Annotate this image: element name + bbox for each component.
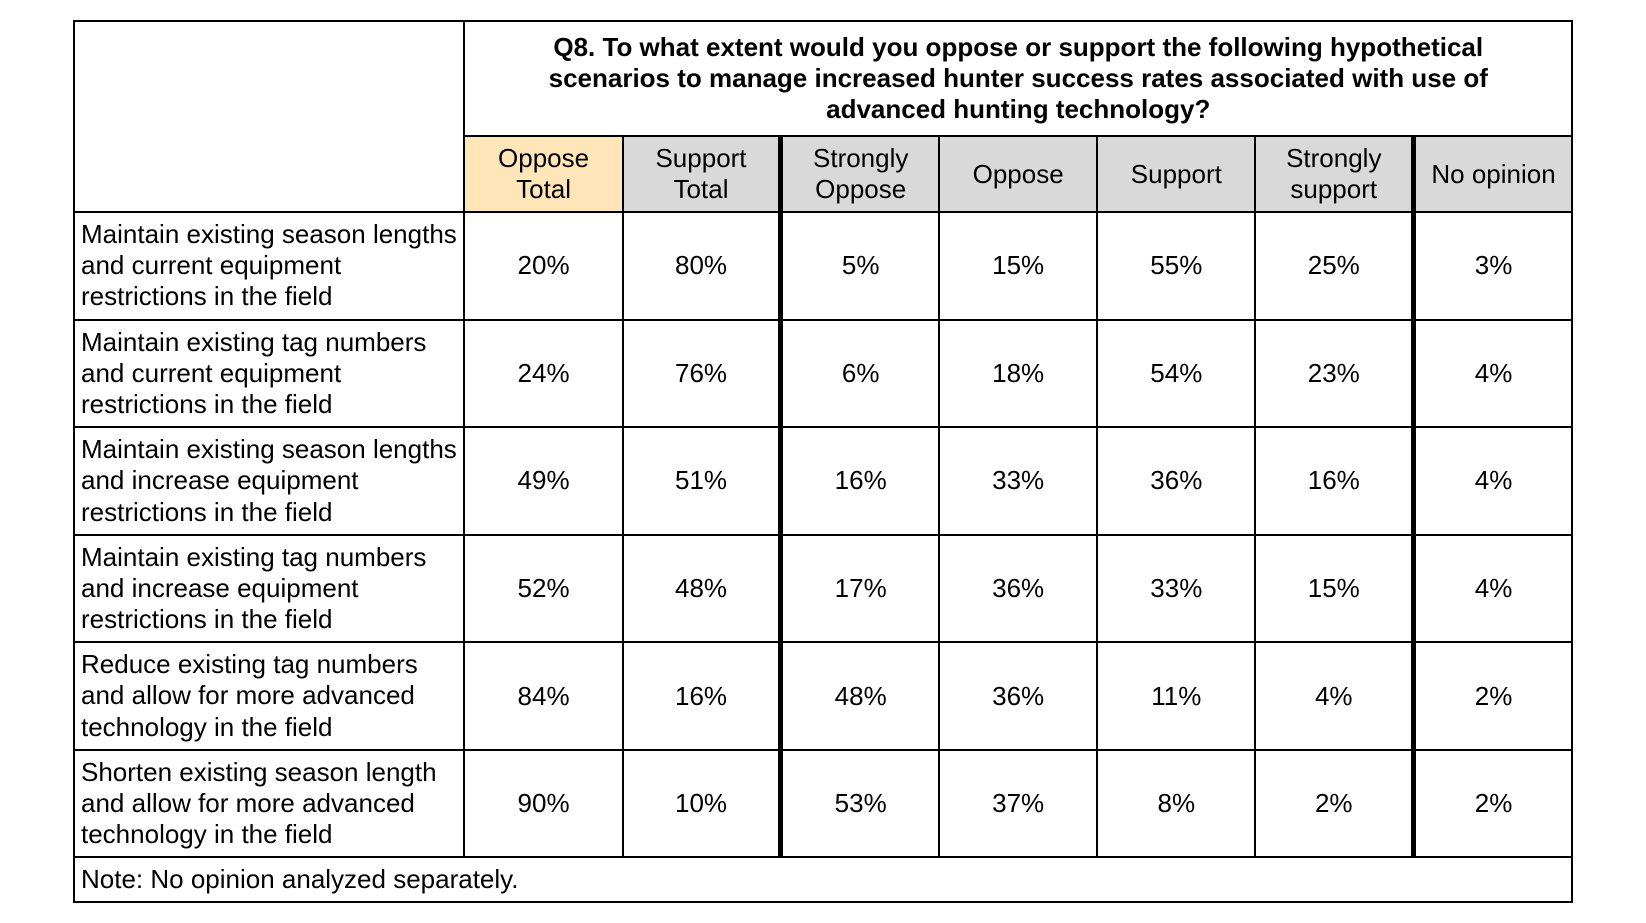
table-body: Maintain existing season lengths and cur… (74, 212, 1572, 857)
table-note: Note: No opinion analyzed separately. (74, 857, 1572, 902)
table-row: Maintain existing season lengths and inc… (74, 427, 1572, 535)
data-cell: 16% (781, 427, 939, 535)
column-header: Strongly support (1255, 136, 1413, 212)
column-header: No opinion (1414, 136, 1572, 212)
header-empty-corner (74, 21, 464, 212)
data-cell: 10% (623, 750, 781, 858)
data-cell: 36% (939, 535, 1097, 643)
table-header: Q8. To what extent would you oppose or s… (74, 21, 1572, 212)
data-cell: 5% (781, 212, 939, 320)
row-label: Maintain existing season lengths and cur… (74, 212, 464, 320)
data-cell: 76% (623, 320, 781, 428)
data-cell: 2% (1414, 642, 1572, 750)
data-cell: 3% (1414, 212, 1572, 320)
data-cell: 6% (781, 320, 939, 428)
data-cell: 4% (1414, 427, 1572, 535)
table-title: Q8. To what extent would you oppose or s… (464, 21, 1572, 136)
table-row: Shorten existing season length and allow… (74, 750, 1572, 858)
data-cell: 52% (464, 535, 622, 643)
data-cell: 15% (939, 212, 1097, 320)
column-header: Oppose (939, 136, 1097, 212)
data-cell: 51% (623, 427, 781, 535)
data-cell: 16% (1255, 427, 1413, 535)
data-cell: 2% (1414, 750, 1572, 858)
data-cell: 24% (464, 320, 622, 428)
row-label: Reduce existing tag numbers and allow fo… (74, 642, 464, 750)
data-cell: 36% (939, 642, 1097, 750)
data-cell: 37% (939, 750, 1097, 858)
row-label: Shorten existing season length and allow… (74, 750, 464, 858)
data-cell: 16% (623, 642, 781, 750)
column-header: Support Total (623, 136, 781, 212)
data-cell: 33% (939, 427, 1097, 535)
data-cell: 48% (623, 535, 781, 643)
data-cell: 36% (1097, 427, 1255, 535)
column-header: Oppose Total (464, 136, 622, 212)
data-cell: 54% (1097, 320, 1255, 428)
table-row: Maintain existing tag numbers and increa… (74, 535, 1572, 643)
row-label: Maintain existing tag numbers and increa… (74, 535, 464, 643)
data-cell: 80% (623, 212, 781, 320)
row-label: Maintain existing season lengths and inc… (74, 427, 464, 535)
data-cell: 84% (464, 642, 622, 750)
column-header: Strongly Oppose (781, 136, 939, 212)
data-cell: 90% (464, 750, 622, 858)
data-cell: 25% (1255, 212, 1413, 320)
data-cell: 11% (1097, 642, 1255, 750)
row-label: Maintain existing tag numbers and curren… (74, 320, 464, 428)
data-cell: 4% (1414, 320, 1572, 428)
data-cell: 17% (781, 535, 939, 643)
data-cell: 18% (939, 320, 1097, 428)
data-cell: 2% (1255, 750, 1413, 858)
data-cell: 33% (1097, 535, 1255, 643)
data-cell: 8% (1097, 750, 1255, 858)
table-row: Reduce existing tag numbers and allow fo… (74, 642, 1572, 750)
table-row: Maintain existing season lengths and cur… (74, 212, 1572, 320)
column-header: Support (1097, 136, 1255, 212)
data-cell: 49% (464, 427, 622, 535)
data-cell: 20% (464, 212, 622, 320)
data-cell: 15% (1255, 535, 1413, 643)
data-cell: 4% (1255, 642, 1413, 750)
survey-table: Q8. To what extent would you oppose or s… (73, 20, 1573, 903)
table-row: Maintain existing tag numbers and curren… (74, 320, 1572, 428)
data-cell: 48% (781, 642, 939, 750)
data-cell: 4% (1414, 535, 1572, 643)
data-cell: 23% (1255, 320, 1413, 428)
data-cell: 53% (781, 750, 939, 858)
data-cell: 55% (1097, 212, 1255, 320)
